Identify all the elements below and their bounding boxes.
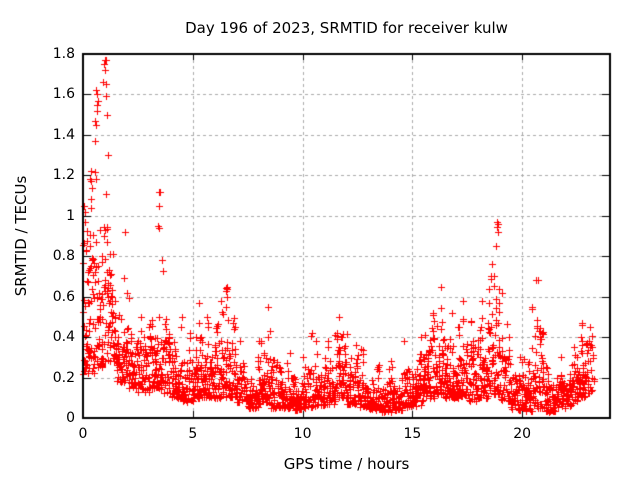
x-tick-label: 20 bbox=[513, 426, 532, 442]
y-tick-label: 1.4 bbox=[52, 126, 75, 143]
y-tick-label: 1.6 bbox=[52, 86, 75, 103]
x-tick-label: 10 bbox=[293, 426, 312, 442]
x-tick-label: 0 bbox=[78, 426, 88, 442]
x-tick-label: 5 bbox=[188, 426, 198, 442]
y-tick-label: 0.8 bbox=[52, 248, 75, 265]
y-axis-label: SRMTID / TECUs bbox=[12, 175, 30, 297]
y-tick-label: 1.2 bbox=[52, 167, 75, 184]
y-tick-label: 0.6 bbox=[52, 288, 75, 305]
y-tick-label: 1.8 bbox=[52, 46, 75, 62]
y-tick-label: 0 bbox=[66, 410, 75, 426]
y-tick-label: 0.4 bbox=[52, 329, 75, 346]
x-tick-label: 15 bbox=[403, 426, 422, 442]
x-axis-label: GPS time / hours bbox=[283, 455, 410, 473]
y-tick-label: 0.2 bbox=[52, 369, 75, 386]
chart-title: Day 196 of 2023, SRMTID for receiver kul… bbox=[185, 19, 508, 37]
y-tick-label: 1 bbox=[66, 207, 75, 224]
